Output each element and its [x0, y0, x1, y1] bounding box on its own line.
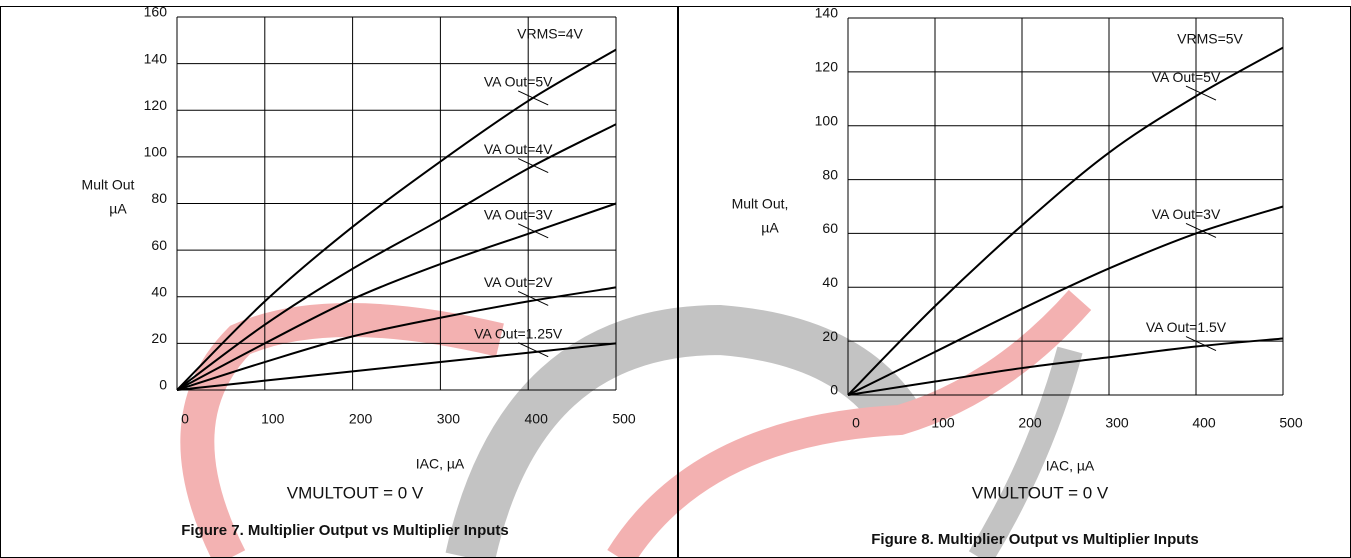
x-tick-label: 100	[261, 411, 285, 427]
x-tick-label: 300	[437, 411, 461, 427]
x-axis-label: IAC, µA	[416, 456, 465, 472]
series-line	[847, 46, 1284, 396]
label-leader	[517, 290, 549, 306]
label-leader	[1185, 85, 1217, 101]
chart-title: Figure 7. Multiplier Output vs Multiplie…	[181, 522, 509, 539]
x-tick-label: 500	[1279, 415, 1303, 431]
series-label: VA Out=5V	[1152, 69, 1221, 85]
y-tick-label: 100	[815, 112, 839, 128]
y-tick-label: 80	[822, 166, 838, 182]
x-tick-label: 400	[1192, 415, 1216, 431]
watermark	[180, 290, 1092, 558]
x-tick-label: 500	[612, 411, 636, 427]
x-tick-label: 0	[852, 415, 860, 431]
series-label: VA Out=4V	[484, 141, 553, 157]
y-tick-label: 0	[159, 377, 167, 393]
series-label: VA Out=1.25V	[474, 325, 563, 341]
x-tick-label: 300	[1105, 415, 1129, 431]
label-leader	[517, 90, 549, 106]
series-label: VA Out=5V	[484, 74, 553, 90]
y-axis-label: µA	[761, 220, 779, 236]
label-leader	[517, 342, 549, 358]
y-axis-label: Mult Out	[82, 177, 135, 193]
y-tick-label: 100	[144, 144, 168, 160]
series-line	[176, 202, 617, 391]
y-tick-label: 40	[822, 274, 838, 290]
y-tick-label: 0	[830, 382, 838, 398]
subtitle: VMULTOUT = 0 V	[287, 483, 424, 502]
x-tick-label: 200	[349, 411, 373, 427]
series-label: VA Out=3V	[1152, 206, 1221, 222]
label-leader	[1185, 336, 1217, 351]
y-tick-label: 80	[151, 190, 167, 206]
series-label: VA Out=1.5V	[1146, 319, 1227, 335]
series-label: VA Out=2V	[484, 274, 553, 290]
y-tick-label: 160	[144, 4, 168, 20]
series-line	[176, 123, 617, 391]
y-tick-label: 20	[151, 330, 167, 346]
x-tick-label: 200	[1018, 415, 1042, 431]
annotation: VRMS=4V	[517, 26, 583, 42]
label-leader	[517, 158, 549, 173]
watermark-arc	[180, 303, 504, 558]
watermark-arc	[607, 290, 1092, 558]
watermark-arc	[445, 304, 922, 558]
label-leader	[1185, 222, 1217, 238]
series-line	[176, 48, 617, 391]
annotation: VRMS=5V	[1177, 31, 1243, 47]
y-tick-label: 40	[151, 283, 167, 299]
y-axis-label: µA	[109, 201, 127, 217]
x-tick-label: 0	[181, 411, 189, 427]
y-tick-label: 60	[822, 220, 838, 236]
series-label: VA Out=3V	[484, 207, 553, 223]
series-line	[847, 205, 1284, 396]
y-tick-label: 140	[815, 5, 839, 21]
chart-title: Figure 8. Multiplier Output vs Multiplie…	[871, 531, 1199, 548]
watermark-arc	[968, 346, 1083, 558]
label-leader	[517, 223, 549, 239]
x-tick-label: 400	[525, 411, 549, 427]
subtitle: VMULTOUT = 0 V	[972, 483, 1109, 502]
y-tick-label: 120	[815, 59, 839, 75]
y-tick-label: 60	[151, 237, 167, 253]
x-tick-label: 100	[931, 415, 955, 431]
y-tick-label: 140	[144, 50, 168, 66]
y-tick-label: 20	[822, 328, 838, 344]
y-tick-label: 120	[144, 97, 168, 113]
x-axis-label: IAC, µA	[1046, 458, 1095, 474]
panel-border	[0, 6, 678, 558]
y-axis-label: Mult Out,	[732, 196, 789, 212]
